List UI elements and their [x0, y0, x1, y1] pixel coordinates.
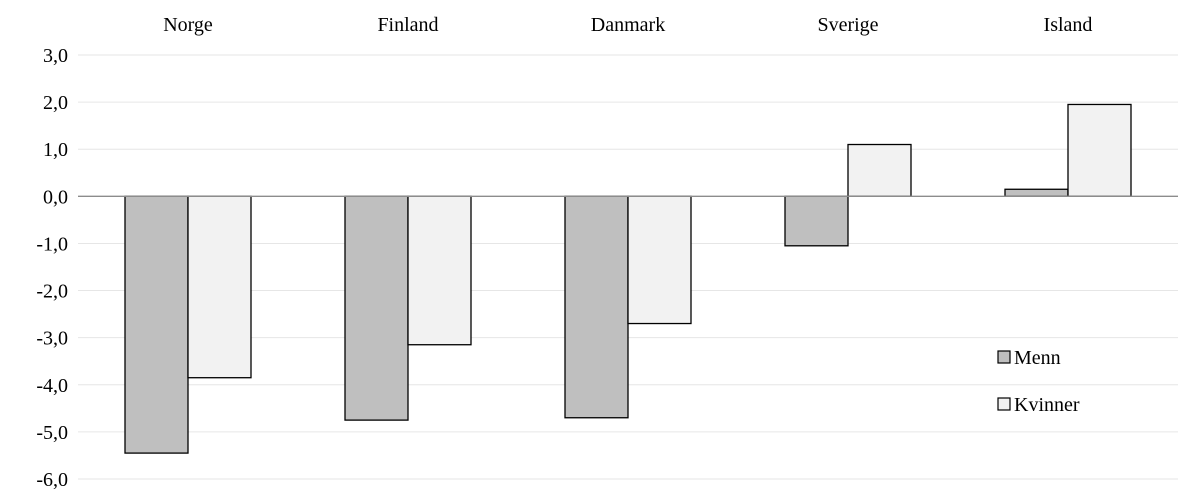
bar-kvinner-danmark — [627, 195, 692, 325]
category-label: Sverige — [817, 14, 878, 36]
bar-kvinner-sverige — [847, 143, 912, 197]
bar-kvinner-island — [1067, 103, 1132, 197]
legend-swatch-menn — [997, 350, 1011, 364]
bar-menn-finland — [344, 195, 409, 421]
y-tick-label: -6,0 — [36, 469, 68, 491]
y-tick-label: -3,0 — [36, 328, 68, 350]
y-tick-label: 2,0 — [43, 92, 68, 114]
category-label: Norge — [163, 14, 213, 36]
legend-label: Menn — [1014, 347, 1061, 369]
category-label: Finland — [377, 14, 438, 36]
y-tick-label: 1,0 — [43, 139, 68, 161]
bar-kvinner-finland — [407, 195, 472, 346]
y-tick-label: 0,0 — [43, 186, 68, 208]
y-tick-label: -4,0 — [36, 375, 68, 397]
y-tick-label: 3,0 — [43, 45, 68, 67]
bar-kvinner-norge — [187, 195, 252, 379]
category-label: Danmark — [591, 14, 665, 36]
y-tick-label: -5,0 — [36, 422, 68, 444]
y-axis-tick-labels: 3,0 2,0 1,0 0,0 -1,0 -2,0 -3,0 -4,0 -5,0 -6,0 — [36, 45, 68, 491]
bars — [124, 103, 1132, 454]
bar-menn-island — [1004, 188, 1069, 197]
category-label: Island — [1044, 14, 1093, 36]
y-tick-label: -1,0 — [36, 233, 68, 255]
legend-swatch-kvinner — [997, 397, 1011, 411]
category-labels: Norge Finland Danmark Sverige Island — [163, 14, 1092, 36]
legend-label: Kvinner — [1014, 394, 1080, 416]
y-tick-label: -2,0 — [36, 281, 68, 303]
bar-menn-danmark — [564, 195, 629, 419]
legend: Menn Kvinner — [997, 347, 1080, 416]
bar-menn-norge — [124, 195, 189, 454]
bar-menn-sverige — [784, 195, 849, 247]
